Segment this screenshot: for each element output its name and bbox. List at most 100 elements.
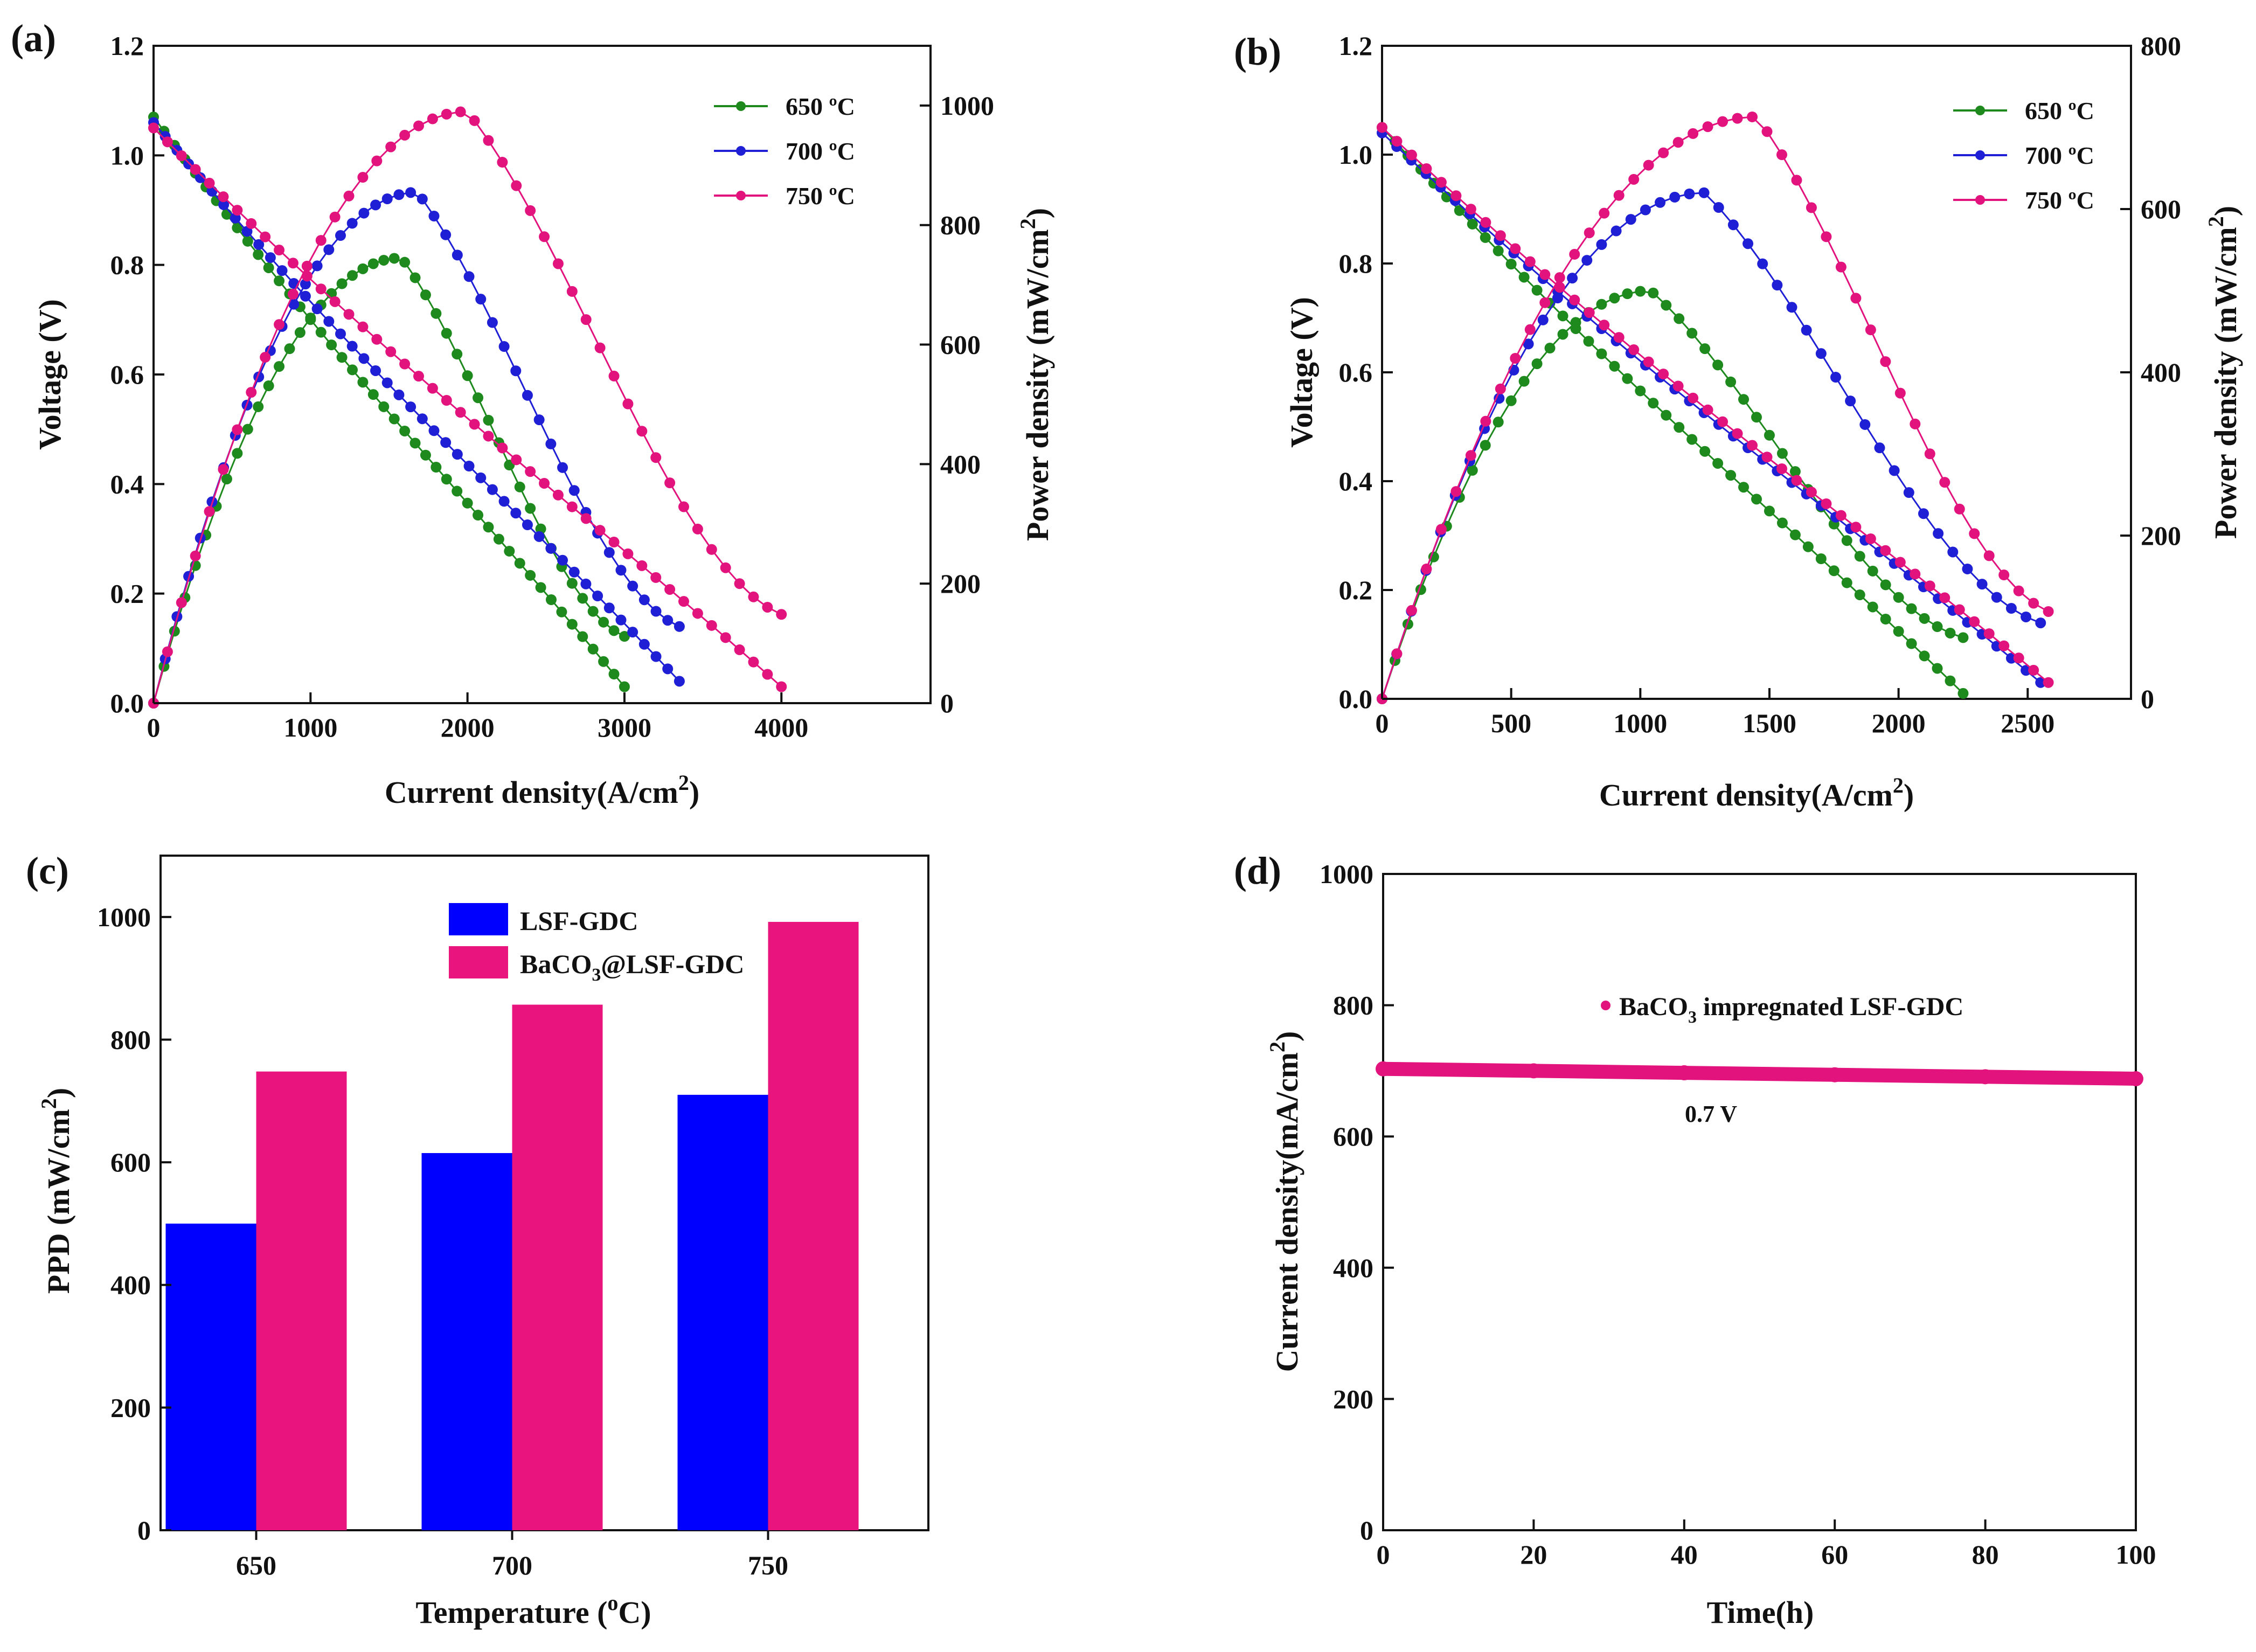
power-point bbox=[301, 260, 313, 272]
power-point bbox=[678, 501, 689, 512]
power-point bbox=[378, 254, 390, 266]
voltage-point bbox=[1919, 650, 1930, 662]
voltage-point bbox=[367, 389, 379, 400]
voltage-point bbox=[335, 328, 346, 339]
voltage-point bbox=[650, 572, 662, 583]
x-tick-label: 2000 bbox=[441, 712, 495, 742]
voltage-point bbox=[218, 191, 229, 203]
voltage-point bbox=[619, 681, 630, 692]
voltage-point bbox=[358, 353, 370, 364]
power-point bbox=[1859, 419, 1871, 430]
y2-tick-label: 600 bbox=[2141, 194, 2181, 224]
voltage-point bbox=[720, 632, 731, 643]
power-point bbox=[692, 523, 703, 535]
power-point bbox=[329, 211, 341, 223]
power-point bbox=[417, 193, 428, 205]
voltage-point bbox=[557, 554, 568, 566]
power-point bbox=[1713, 202, 1724, 213]
power-point bbox=[1643, 159, 1654, 171]
power-point bbox=[1480, 440, 1491, 451]
power-point bbox=[1776, 149, 1787, 161]
power-point bbox=[497, 157, 508, 168]
panel-a-label: (a) bbox=[11, 17, 56, 60]
power-point bbox=[294, 327, 306, 338]
power-point bbox=[1947, 546, 1959, 558]
panel-a-legend: 650 ºC 700 ºC 750 ºC bbox=[714, 93, 855, 210]
panel-c-label: (c) bbox=[26, 849, 69, 892]
voltage-point bbox=[2021, 665, 2032, 676]
power-point bbox=[287, 288, 299, 300]
power-point bbox=[274, 361, 285, 372]
x-tick-label: 2000 bbox=[1872, 708, 1926, 738]
voltage-point bbox=[1802, 541, 1814, 552]
power-point bbox=[1669, 191, 1681, 203]
power-point bbox=[1435, 524, 1447, 535]
y2-tick-label: 0 bbox=[2141, 684, 2154, 714]
y-tick-label: 0.2 bbox=[110, 579, 144, 609]
voltage-point bbox=[1554, 282, 1565, 293]
power-point bbox=[1613, 190, 1625, 201]
power-point bbox=[1789, 466, 1801, 477]
power-point bbox=[204, 506, 215, 517]
voltage-point bbox=[1747, 440, 1758, 451]
panel-a-y2-axis-title: Power density (mW/cm2) bbox=[1016, 208, 1055, 541]
x-tick-label: 0 bbox=[1377, 1539, 1390, 1570]
y-tick-label: 0.6 bbox=[110, 359, 144, 390]
voltage-point bbox=[148, 122, 159, 134]
voltage-point bbox=[638, 638, 650, 650]
power-point bbox=[1510, 352, 1521, 364]
legend-label: 650 ºC bbox=[786, 93, 855, 120]
y2-tick-label: 1000 bbox=[940, 91, 994, 121]
x-tick-label: 4000 bbox=[754, 712, 808, 742]
power-point bbox=[1581, 255, 1593, 266]
legend-label: 750 ºC bbox=[786, 182, 855, 210]
power-point bbox=[1494, 393, 1505, 404]
power-point bbox=[664, 477, 676, 489]
voltage-point bbox=[315, 327, 327, 338]
power-point bbox=[385, 141, 397, 152]
voltage-line bbox=[152, 127, 782, 688]
voltage-point bbox=[311, 303, 323, 315]
power-point bbox=[176, 597, 187, 608]
voltage-point bbox=[592, 590, 603, 601]
panel-c-y-axis-title: PPD (mW/cm2) bbox=[37, 1088, 76, 1294]
power-line bbox=[1381, 290, 1963, 699]
power-point bbox=[335, 230, 346, 241]
power-point bbox=[1976, 579, 1988, 590]
y-tick-label: 0 bbox=[137, 1515, 151, 1545]
x-tick-label: 650 bbox=[236, 1550, 276, 1580]
voltage-point bbox=[762, 669, 773, 680]
power-point bbox=[1732, 113, 1743, 124]
y-tick-label: 0.8 bbox=[110, 250, 144, 280]
power-point bbox=[1906, 603, 1917, 614]
power-point bbox=[662, 615, 674, 626]
x-tick-label: 100 bbox=[2116, 1539, 2156, 1570]
power-point bbox=[1628, 173, 1640, 185]
voltage-point bbox=[232, 205, 243, 216]
power-point bbox=[762, 601, 773, 613]
voltage-point bbox=[336, 352, 348, 363]
power-line bbox=[1381, 116, 2049, 699]
power-point bbox=[1655, 197, 1666, 208]
legend-label: 750 ºC bbox=[2025, 186, 2094, 214]
voltage-point bbox=[315, 283, 327, 295]
power-point bbox=[218, 464, 229, 475]
voltage-point bbox=[370, 365, 381, 376]
power-point bbox=[566, 286, 578, 297]
voltage-point bbox=[692, 608, 703, 619]
legend-item: 650 ºC bbox=[1953, 97, 2094, 124]
voltage-point bbox=[650, 651, 662, 662]
voltage-point bbox=[452, 485, 463, 497]
stability-line bbox=[1376, 1061, 2143, 1086]
panel-c-legend: LSF-GDC BaCO3@LSF-GDC bbox=[449, 903, 744, 985]
power-point bbox=[232, 448, 243, 459]
voltage-point bbox=[1732, 428, 1743, 439]
voltage-point bbox=[343, 309, 355, 320]
voltage-point bbox=[420, 449, 431, 461]
power-point bbox=[577, 593, 588, 604]
power-point bbox=[441, 108, 452, 120]
power-point bbox=[619, 631, 630, 642]
power-point bbox=[1954, 503, 1965, 515]
power-point bbox=[1625, 214, 1636, 225]
